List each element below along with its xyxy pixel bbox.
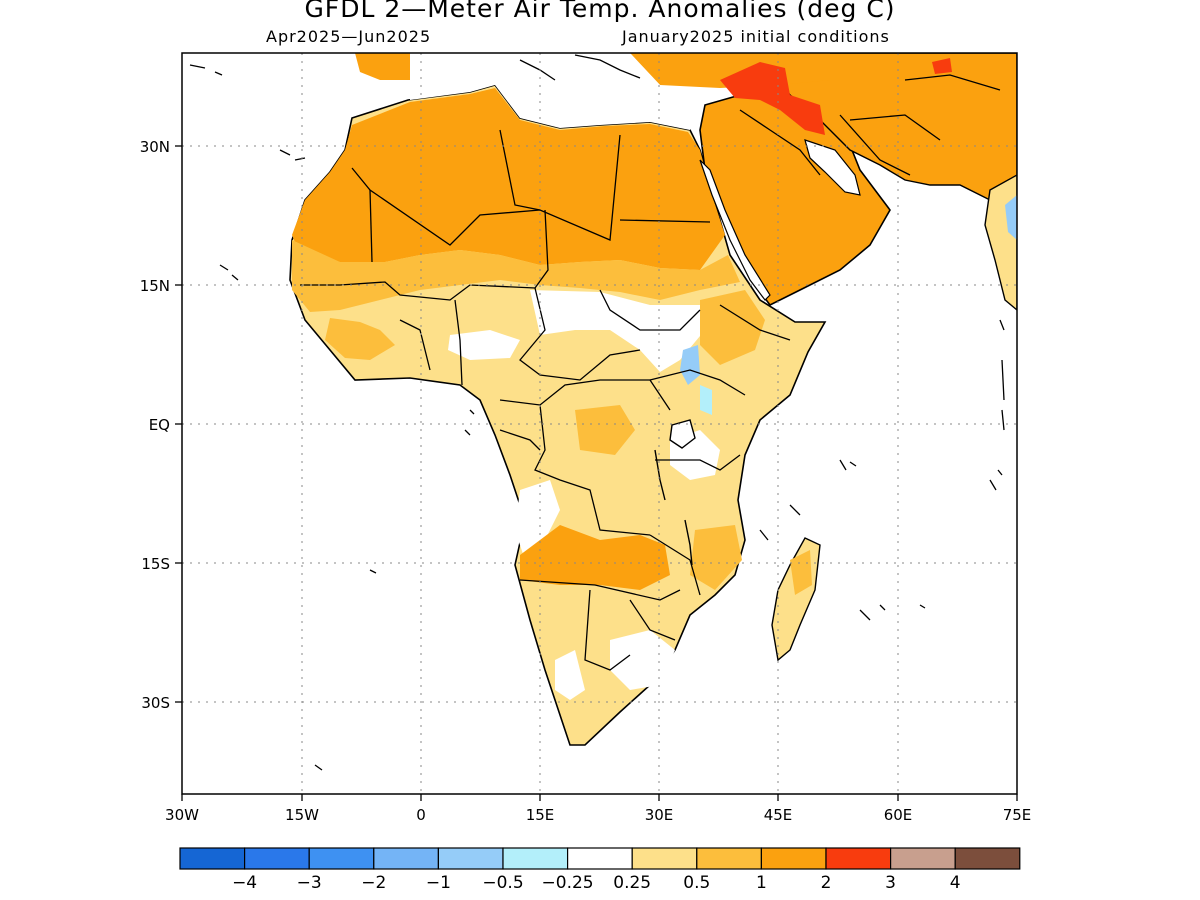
- ethiopia-cool-anomaly-inner: [700, 385, 712, 415]
- congo-light-orange: [575, 405, 635, 455]
- lat-label-15s: 15S: [141, 555, 170, 573]
- graticule: [182, 53, 1017, 794]
- ethiopia-light-orange: [700, 290, 765, 365]
- persian-gulf: [804, 139, 861, 196]
- red-sea: [699, 159, 771, 301]
- colorbar-swatch: [179, 847, 246, 870]
- lat-label-30n: 30N: [140, 138, 170, 156]
- lat-label-15n: 15N: [140, 277, 170, 295]
- colorbar-label: 1: [756, 873, 767, 893]
- southern-africa-orange-region: [520, 525, 670, 590]
- lat-label-eq: EQ: [149, 416, 170, 434]
- sudan-near-normal-zone: [530, 290, 705, 372]
- chad-near-normal-zone: [448, 330, 520, 360]
- lon-label-60e: 60E: [884, 806, 913, 824]
- season-label: Apr2025—Jun2025: [266, 27, 432, 46]
- colorbar-swatch: [308, 847, 375, 870]
- colorbar-swatch: [760, 847, 827, 870]
- colorbar-swatch: [954, 847, 1021, 870]
- colorbar-swatch: [696, 847, 762, 870]
- india-landmass: [984, 174, 1017, 311]
- colorbar-label: 3: [885, 873, 896, 893]
- colorbar-label: 0.5: [683, 873, 710, 893]
- colorbar-label: 4: [950, 873, 961, 893]
- colorbar-label: 2: [821, 873, 832, 893]
- colorbar-label: −2: [361, 873, 386, 893]
- sahara-orange-region: [292, 88, 725, 270]
- namibia-near-normal-zone: [555, 650, 585, 700]
- europe-landmass: [355, 53, 410, 80]
- india-cool-anomaly: [1005, 195, 1017, 240]
- madagascar-light-orange: [790, 550, 812, 595]
- colorbar-label: 0.25: [613, 873, 651, 893]
- map-field: [189, 53, 1017, 771]
- red-anomaly-patch-small: [932, 58, 952, 74]
- tick-marks: [175, 145, 1018, 801]
- map-title: GFDL 2—Meter Air Temp. Anomalies (deg C): [304, 0, 896, 23]
- colorbar-label: −4: [232, 873, 257, 893]
- lon-label-30w: 30W: [165, 806, 199, 824]
- lon-label-15e: 15E: [526, 806, 555, 824]
- west-africa-light-orange: [325, 318, 395, 360]
- mediterranean-sea: [410, 53, 700, 130]
- colorbar-swatch: [437, 847, 504, 870]
- lake-malawi: [684, 519, 693, 566]
- lon-label-30e: 30E: [645, 806, 674, 824]
- colorbar-swatch: [825, 847, 892, 870]
- lat-label-30s: 30S: [141, 694, 170, 712]
- coastline-islands: [189, 54, 1005, 771]
- init-conditions-label: January2025 initial conditions: [622, 27, 890, 46]
- red-anomaly-patch: [720, 62, 825, 135]
- colorbar-swatch: [631, 847, 698, 870]
- lon-label-75e: 75E: [1003, 806, 1032, 824]
- colorbar-swatch: [502, 847, 569, 870]
- colorbar-label: −0.25: [542, 873, 594, 893]
- lon-label-15w: 15W: [285, 806, 319, 824]
- colorbar-swatch: [244, 847, 310, 870]
- lon-label-45e: 45E: [764, 806, 793, 824]
- ethiopia-cool-anomaly: [680, 345, 700, 385]
- colorbar-swatch: [373, 847, 439, 870]
- lake-victoria: [669, 419, 696, 449]
- colorbar-swatch: [566, 847, 633, 870]
- colorbar-label: −0.5: [482, 873, 523, 893]
- lon-label-0: 0: [416, 806, 426, 824]
- colorbar: −4 −3 −2 −1 −0.5 −0.25 0.25 0.5 1 2 3 4: [179, 847, 1021, 893]
- sahel-light-orange-band: [292, 240, 740, 312]
- colorbar-swatch: [889, 847, 956, 870]
- angola-near-normal-zone: [515, 480, 560, 560]
- colorbar-label: −3: [297, 873, 322, 893]
- madagascar-landmass: [771, 537, 821, 662]
- colorbar-label: −1: [426, 873, 451, 893]
- mozambique-light-orange: [690, 525, 742, 590]
